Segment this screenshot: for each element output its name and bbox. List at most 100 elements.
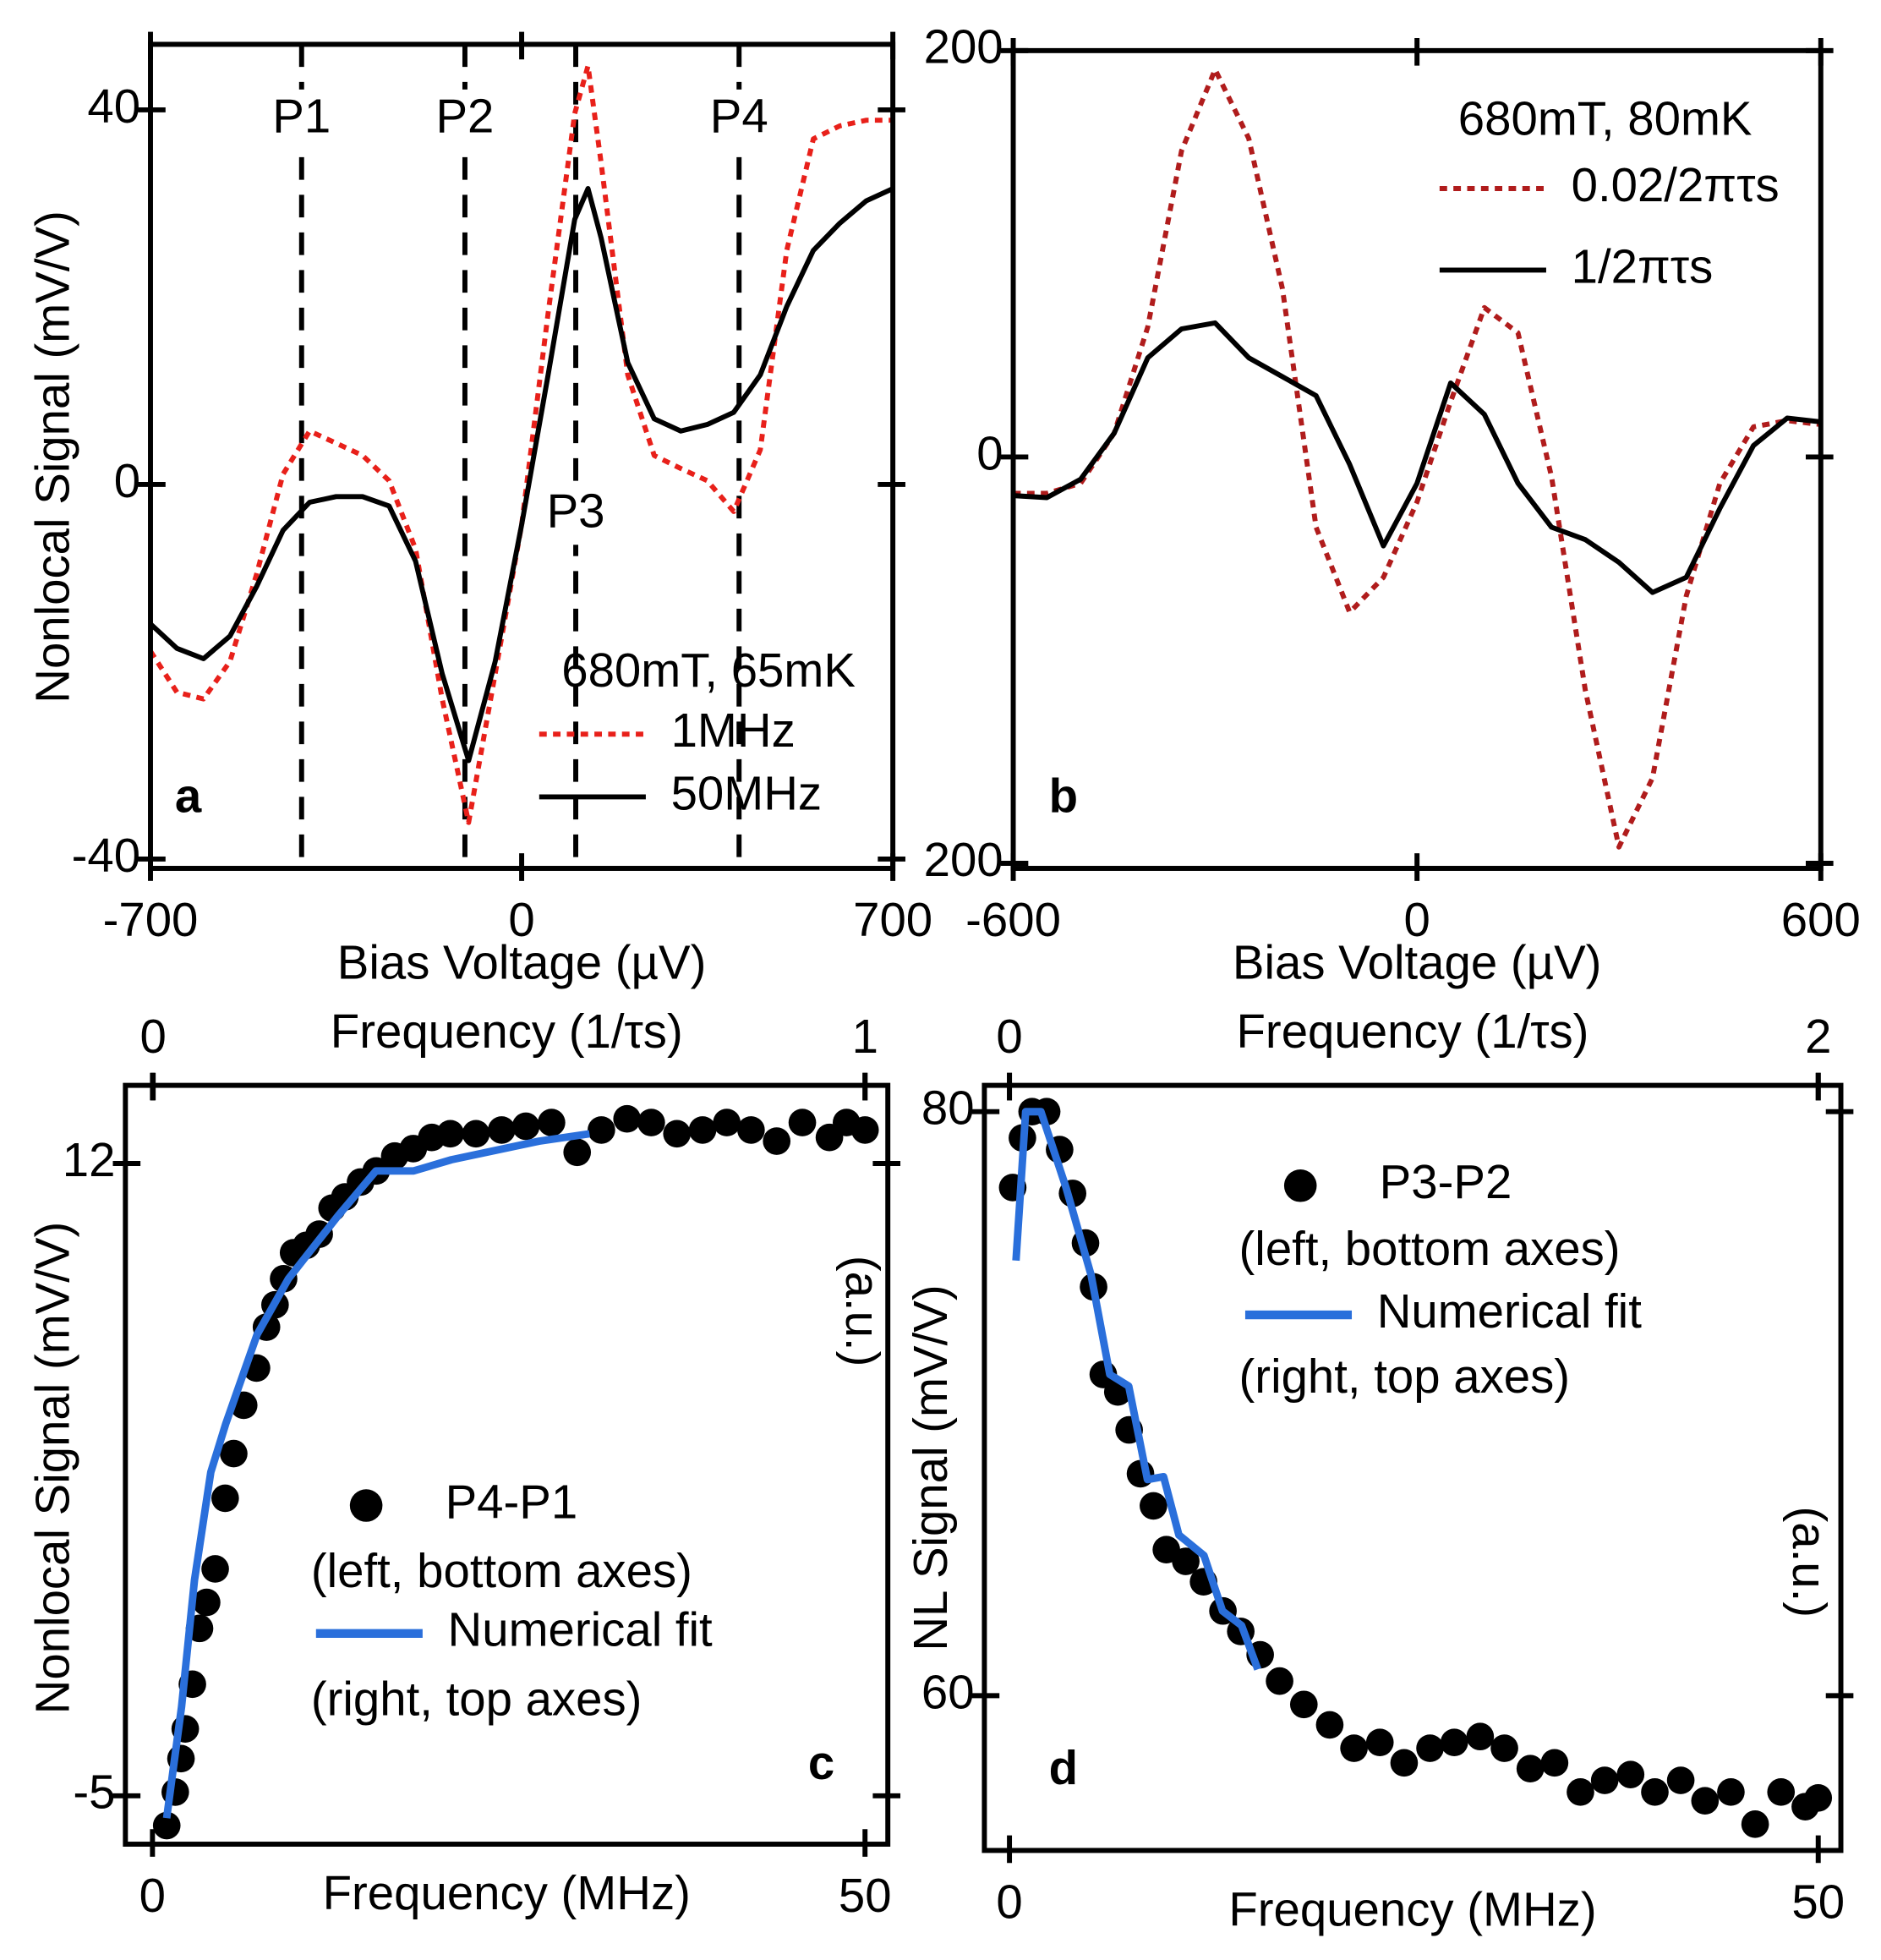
label-bg	[259, 89, 345, 151]
panel-letter: a	[175, 769, 202, 822]
data-point	[637, 1109, 665, 1136]
legend-note: (left, bottom axes)	[1239, 1222, 1621, 1275]
y-tick-label: -5	[73, 1766, 115, 1819]
marker-label: P3	[547, 485, 605, 538]
data-point	[488, 1116, 516, 1144]
legend-marker	[1283, 1169, 1317, 1202]
legend-label: Numerical fit	[1377, 1284, 1643, 1338]
data-point	[1616, 1760, 1645, 1788]
data-point	[1741, 1810, 1769, 1838]
panel-letter: d	[1049, 1741, 1078, 1794]
x-axis-label: Bias Voltage (µV)	[1233, 936, 1602, 989]
data-point	[1590, 1766, 1619, 1794]
marker-label: P2	[435, 89, 494, 142]
x-axis-label: Frequency (MHz)	[323, 1866, 691, 1919]
legend-label: Numerical fit	[448, 1603, 714, 1656]
marker-label: P4	[710, 89, 768, 142]
x-tick-label: 0	[139, 1869, 166, 1922]
x-tick-label: 600	[1781, 893, 1861, 946]
legend-marker	[349, 1489, 383, 1522]
y-tick-label: 0	[976, 426, 1003, 479]
data-point	[1767, 1778, 1796, 1806]
data-point	[1666, 1766, 1695, 1794]
legend-label: 0.02/2πτs	[1572, 158, 1780, 211]
data-line	[1013, 320, 1822, 595]
x-tick-label: -700	[103, 893, 199, 946]
data-point	[1804, 1783, 1833, 1812]
data-point	[1289, 1690, 1318, 1719]
data-point	[763, 1127, 791, 1155]
data-point	[1717, 1778, 1745, 1806]
data-point	[1416, 1734, 1444, 1762]
data-point	[1490, 1734, 1518, 1762]
data-line	[162, 1130, 590, 1819]
y2-axis-label: (a.u.)	[1783, 1506, 1836, 1618]
data-point	[1641, 1778, 1669, 1806]
y-tick-label: 80	[921, 1081, 975, 1135]
x-tick-label: 0	[508, 893, 534, 946]
data-point	[538, 1109, 566, 1136]
data-point	[563, 1138, 592, 1167]
data-point	[663, 1120, 692, 1148]
data-point	[788, 1109, 817, 1136]
condition-label: 680mT, 65mK	[561, 643, 856, 697]
x-tick-label: 50	[1791, 1875, 1845, 1929]
x2-tick-label: 0	[996, 1010, 1022, 1063]
y-tick-label: 200	[924, 20, 1003, 74]
label-bg	[696, 89, 782, 151]
x2-tick-label: 1	[852, 1010, 878, 1063]
legend-note: (left, bottom axes)	[311, 1544, 692, 1597]
panel-letter: b	[1049, 769, 1078, 822]
y-tick-label: -40	[72, 829, 140, 882]
y-axis-label: NL Signal (mV/V)	[904, 1284, 957, 1651]
plot-frame	[123, 1082, 891, 1847]
data-point	[737, 1116, 765, 1144]
x-axis-label: Frequency (MHz)	[1228, 1882, 1596, 1935]
data-point	[1315, 1711, 1344, 1739]
x-tick-label: 0	[1403, 893, 1430, 946]
data-point	[1390, 1749, 1419, 1777]
x-tick-label: 700	[853, 893, 932, 946]
data-point	[193, 1588, 221, 1617]
data-point	[713, 1109, 741, 1136]
data-line	[1013, 67, 1822, 850]
y-tick-label: 40	[87, 79, 140, 133]
y2-axis-label: (a.u.)	[836, 1256, 889, 1367]
data-point	[613, 1104, 642, 1133]
y-tick-label: 60	[921, 1665, 975, 1718]
x-tick-label: 50	[839, 1869, 892, 1922]
x-axis-label: Bias Voltage (µV)	[337, 936, 707, 989]
condition-label: 680mT, 80mK	[1458, 91, 1753, 145]
legend-note: (right, top axes)	[311, 1672, 642, 1725]
y-axis-label: Nonlocal Signal (mV/V)	[26, 1222, 79, 1715]
data-point	[1466, 1722, 1495, 1751]
x2-tick-label: 2	[1805, 1010, 1831, 1063]
x2-axis-label: Frequency (1/τs)	[331, 1005, 683, 1058]
x2-axis-label: Frequency (1/τs)	[1237, 1005, 1589, 1058]
x2-tick-label: 0	[139, 1010, 166, 1063]
data-point	[1365, 1728, 1394, 1756]
label-bg	[422, 89, 508, 151]
data-point	[588, 1116, 615, 1144]
x-tick-label: -600	[965, 893, 1061, 946]
y-tick-label: 0	[114, 454, 140, 507]
data-point	[1140, 1492, 1167, 1520]
legend-label: 1MHz	[671, 704, 796, 757]
panel-letter: c	[808, 1736, 834, 1789]
legend-label: 1/2πτs	[1572, 239, 1714, 293]
data-point	[1516, 1755, 1545, 1783]
data-point	[688, 1116, 717, 1144]
legend-label: 50MHz	[671, 766, 823, 819]
data-point	[462, 1120, 490, 1148]
data-point	[220, 1439, 248, 1468]
label-bg	[533, 485, 619, 545]
data-point	[436, 1120, 464, 1148]
data-point	[1340, 1734, 1368, 1762]
data-line	[148, 186, 894, 764]
legend-label: P4-P1	[446, 1475, 578, 1528]
data-point	[1691, 1787, 1720, 1815]
y-axis-label: Nonlocal Signal (mV/V)	[26, 211, 79, 704]
data-point	[850, 1116, 879, 1144]
